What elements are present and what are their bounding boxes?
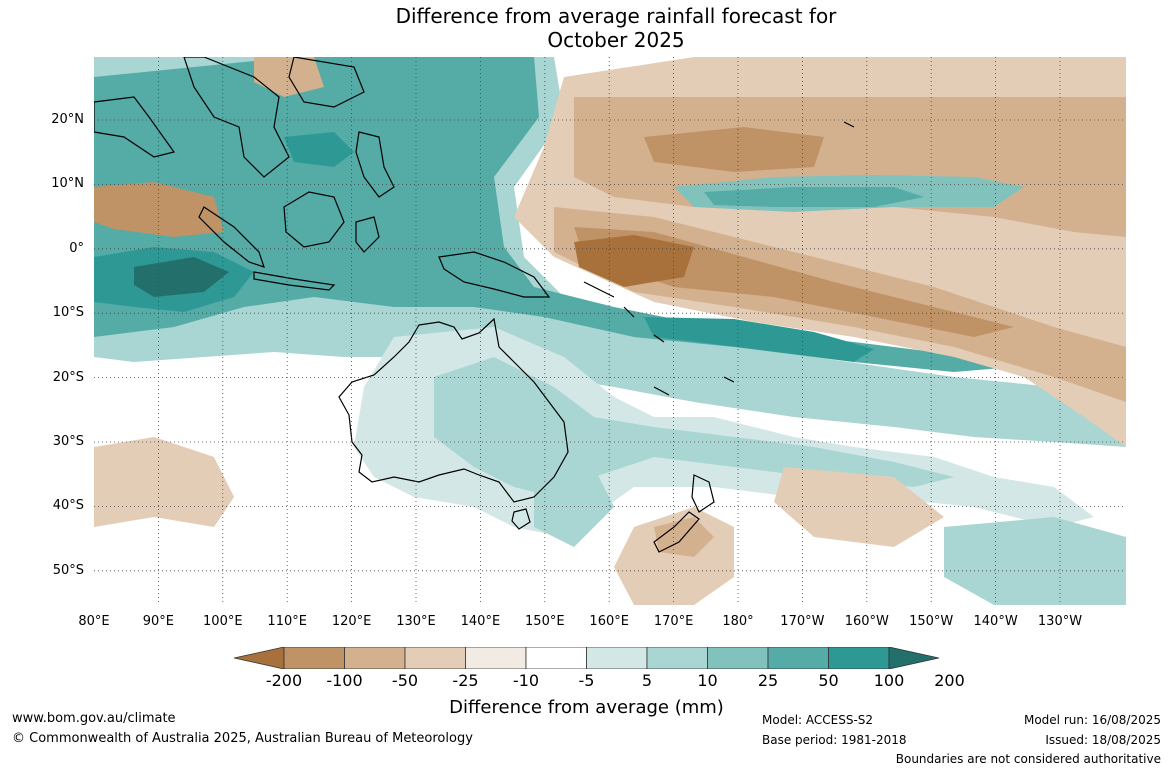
dry-region-core — [574, 235, 694, 287]
latitude-label: 20°N — [51, 112, 84, 127]
rainfall-anomaly-map — [94, 57, 1126, 605]
latitude-label: 10°S — [52, 305, 84, 321]
sumatra-coastline — [198, 206, 265, 268]
longitude-label: 140°W — [973, 614, 1018, 629]
colorbar-tick: 100 — [873, 671, 905, 690]
map-svg — [94, 57, 1126, 605]
australia-coastline — [338, 317, 569, 503]
latitude-label: 50°S — [52, 562, 84, 578]
colorbar-low-extend — [234, 647, 285, 669]
philippines-coastline — [355, 131, 395, 198]
colorbar-tick: 10 — [697, 671, 718, 690]
colorbar-tick: -25 — [452, 671, 479, 690]
latitude-label: 20°S — [52, 369, 84, 385]
wet-region-australia-core — [434, 357, 954, 497]
colorbar-tick: 200 — [934, 671, 965, 690]
colorbar-swatch — [767, 647, 829, 669]
colorbar-tick: -10 — [512, 671, 540, 690]
colorbar-tick: -200 — [265, 671, 303, 690]
graticule — [94, 57, 1126, 605]
latitude-label: 40°S — [52, 498, 84, 514]
colorbar-swatch — [646, 647, 708, 669]
colorbar-tick: -50 — [391, 671, 419, 690]
pacific-islands — [583, 121, 855, 396]
issued-date: Issued: 18/08/2025 — [1045, 733, 1161, 747]
java-coastline — [253, 271, 336, 291]
colorbar-label: Difference from average (mm) — [449, 697, 724, 718]
nz-south-island — [653, 511, 700, 553]
longitude-label: 180° — [722, 614, 754, 629]
dry-region-andaman — [94, 182, 224, 237]
colorbar-swatch — [828, 647, 890, 669]
wet-region-n-pacific-core — [704, 187, 924, 207]
copyright: © Commonwealth of Australia 2025, Austra… — [12, 731, 473, 746]
india-coastline — [94, 96, 176, 158]
tasmania-coastline — [511, 508, 531, 530]
longitude-label: 170°E — [653, 614, 694, 629]
wet-region-tasman — [534, 467, 614, 547]
latitude-label: 30°S — [52, 434, 84, 449]
indochina-coastline — [183, 57, 290, 178]
map-title: Difference from average rainfall forecas… — [0, 4, 1173, 52]
colorbar-tick: -5 — [578, 671, 595, 690]
colorbar-swatch — [586, 647, 648, 669]
bom-url[interactable]: www.bom.gov.au/climate — [12, 711, 176, 726]
colorbar-swatch — [707, 647, 769, 669]
longitude-label: 130°W — [1037, 614, 1083, 629]
colorbar — [234, 647, 939, 669]
wet-region-very-strong — [134, 257, 229, 297]
model-run: Model run: 16/08/2025 — [1023, 713, 1161, 727]
china-coastline — [288, 57, 365, 108]
longitude-label: 150°W — [909, 614, 954, 629]
longitude-label: 130°E — [396, 614, 436, 629]
longitude-label: 90°E — [142, 614, 175, 629]
boundaries-disclaimer: Boundaries are not considered authoritat… — [895, 752, 1161, 766]
longitude-label: 110°E — [267, 614, 307, 629]
longitude-label: 160°W — [844, 614, 889, 629]
base-period: Base period: 1981-2018 — [762, 733, 907, 747]
longitude-label: 80°E — [78, 614, 110, 629]
longitude-label: 120°E — [331, 614, 372, 629]
colorbar-swatch — [465, 647, 527, 669]
colorbar-tick: 5 — [641, 671, 653, 690]
wet-region-scs — [284, 132, 354, 167]
coastlines — [94, 57, 855, 553]
longitude-label: 170°W — [780, 614, 825, 629]
latitude-label: 10°N — [51, 176, 84, 192]
title-line-2: October 2025 — [547, 28, 685, 52]
colorbar-swatch — [283, 647, 345, 669]
dry-region-north — [644, 127, 824, 172]
colorbar-swatch — [525, 647, 587, 669]
colorbar-swatch — [404, 647, 466, 669]
colorbar-high-extend — [888, 647, 939, 669]
new-guinea-coastline — [438, 251, 551, 298]
colorbar-tick: 25 — [757, 671, 779, 690]
longitude-label: 150°E — [525, 614, 565, 629]
sulawesi-coastline — [355, 216, 380, 253]
dry-region-s-pacific — [774, 467, 944, 547]
colorbar-swatch — [344, 647, 406, 669]
colorbar-tick: 50 — [818, 671, 839, 690]
latitude-label: 0° — [69, 240, 84, 256]
longitude-label: 100°E — [203, 614, 243, 629]
title-line-1: Difference from average rainfall forecas… — [395, 4, 837, 28]
wet-region-spcz — [644, 317, 874, 362]
dry-region-s-indian — [94, 437, 234, 527]
longitude-label: 140°E — [460, 614, 501, 629]
model-name: Model: ACCESS-S2 — [762, 713, 874, 727]
anomaly-fields — [94, 57, 1126, 605]
longitude-label: 160°E — [589, 614, 629, 629]
wet-region-se-pacific — [944, 517, 1126, 605]
borneo-coastline — [283, 191, 345, 248]
nz-north-island — [691, 474, 715, 513]
colorbar-tick: -100 — [326, 671, 363, 690]
